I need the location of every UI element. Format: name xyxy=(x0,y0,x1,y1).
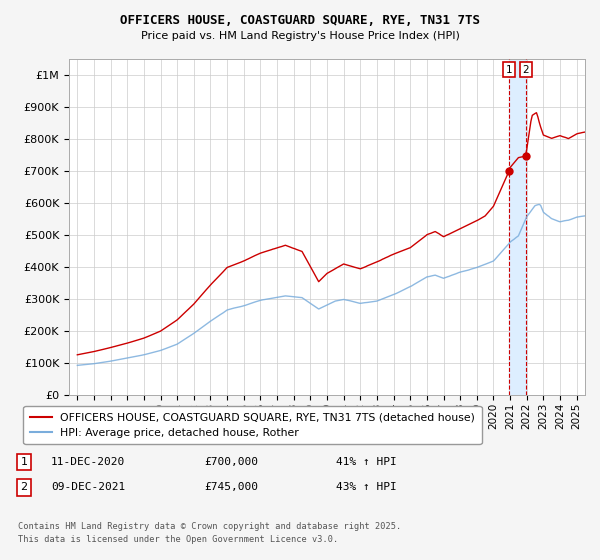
Text: £700,000: £700,000 xyxy=(204,457,258,467)
Text: 1: 1 xyxy=(20,457,28,467)
Text: Price paid vs. HM Land Registry's House Price Index (HPI): Price paid vs. HM Land Registry's House … xyxy=(140,31,460,41)
Text: OFFICERS HOUSE, COASTGUARD SQUARE, RYE, TN31 7TS: OFFICERS HOUSE, COASTGUARD SQUARE, RYE, … xyxy=(120,14,480,27)
Text: This data is licensed under the Open Government Licence v3.0.: This data is licensed under the Open Gov… xyxy=(18,535,338,544)
Text: 09-DEC-2021: 09-DEC-2021 xyxy=(51,482,125,492)
Text: 41% ↑ HPI: 41% ↑ HPI xyxy=(336,457,397,467)
Text: £745,000: £745,000 xyxy=(204,482,258,492)
Text: 2: 2 xyxy=(523,65,529,75)
Bar xyxy=(509,59,526,395)
Legend: OFFICERS HOUSE, COASTGUARD SQUARE, RYE, TN31 7TS (detached house), HPI: Average : OFFICERS HOUSE, COASTGUARD SQUARE, RYE, … xyxy=(23,406,482,444)
Text: Contains HM Land Registry data © Crown copyright and database right 2025.: Contains HM Land Registry data © Crown c… xyxy=(18,522,401,531)
Text: 2: 2 xyxy=(20,482,28,492)
Text: 43% ↑ HPI: 43% ↑ HPI xyxy=(336,482,397,492)
Text: 11-DEC-2020: 11-DEC-2020 xyxy=(51,457,125,467)
Text: 1: 1 xyxy=(506,65,512,75)
